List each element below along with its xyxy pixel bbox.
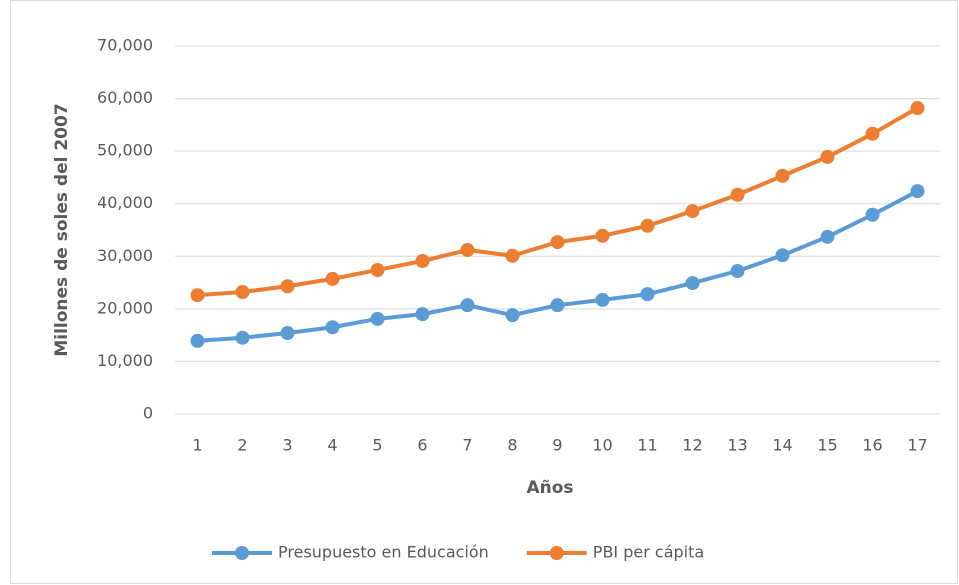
x-tick-label: 11 bbox=[637, 436, 657, 455]
legend-label: PBI per cápita bbox=[593, 543, 704, 562]
data-point bbox=[415, 254, 430, 269]
y-axis-title: Millones de soles del 2007 bbox=[52, 103, 72, 356]
x-tick-label: 7 bbox=[462, 436, 472, 455]
data-point bbox=[730, 264, 745, 279]
data-point bbox=[865, 126, 880, 141]
x-tick-label: 1 bbox=[192, 436, 202, 455]
data-point bbox=[775, 168, 790, 183]
y-tick-label: 0 bbox=[143, 404, 153, 423]
y-tick-label: 70,000 bbox=[97, 36, 153, 55]
y-tick-label: 30,000 bbox=[97, 246, 153, 265]
data-point bbox=[685, 204, 700, 219]
data-point bbox=[235, 330, 250, 345]
data-point bbox=[820, 229, 835, 244]
y-tick-label: 10,000 bbox=[97, 351, 153, 370]
data-point bbox=[370, 311, 385, 326]
x-tick-label: 3 bbox=[282, 436, 292, 455]
x-tick-label: 10 bbox=[592, 436, 612, 455]
x-tick-label: 5 bbox=[372, 436, 382, 455]
x-tick-label: 12 bbox=[682, 436, 702, 455]
data-point bbox=[280, 279, 295, 294]
data-point bbox=[775, 248, 790, 263]
data-point bbox=[820, 149, 835, 164]
data-point bbox=[910, 184, 925, 199]
legend-marker bbox=[549, 546, 564, 560]
x-tick-label: 15 bbox=[817, 436, 837, 455]
data-point bbox=[685, 276, 700, 291]
x-tick-label: 2 bbox=[237, 436, 247, 455]
data-point bbox=[235, 285, 250, 300]
x-axis-title: Años bbox=[526, 478, 573, 498]
data-point bbox=[505, 248, 520, 263]
data-point bbox=[190, 333, 205, 348]
data-point bbox=[415, 307, 430, 322]
data-point bbox=[460, 298, 475, 313]
y-tick-label: 50,000 bbox=[97, 141, 153, 160]
data-point bbox=[325, 271, 340, 286]
data-point bbox=[910, 101, 925, 116]
data-point bbox=[460, 242, 475, 257]
chart-frame bbox=[10, 0, 958, 584]
x-tick-label: 6 bbox=[417, 436, 427, 455]
data-point bbox=[370, 262, 385, 277]
data-point bbox=[280, 326, 295, 341]
data-point bbox=[190, 288, 205, 303]
x-tick-label: 9 bbox=[552, 436, 562, 455]
data-point bbox=[325, 320, 340, 335]
x-tick-label: 4 bbox=[327, 436, 337, 455]
data-point bbox=[595, 292, 610, 307]
x-tick-label: 13 bbox=[727, 436, 747, 455]
data-point bbox=[865, 207, 880, 222]
data-point bbox=[550, 235, 565, 250]
data-point bbox=[640, 287, 655, 302]
y-tick-label: 40,000 bbox=[97, 193, 153, 212]
legend-marker bbox=[235, 546, 249, 560]
data-point bbox=[550, 298, 565, 313]
legend-label: Presupuesto en Educación bbox=[278, 543, 489, 562]
x-tick-label: 8 bbox=[507, 436, 517, 455]
x-tick-label: 17 bbox=[907, 436, 927, 455]
y-tick-label: 20,000 bbox=[97, 298, 153, 317]
data-point bbox=[595, 228, 610, 243]
y-tick-label: 60,000 bbox=[97, 88, 153, 107]
x-tick-label: 16 bbox=[862, 436, 882, 455]
data-point bbox=[730, 187, 745, 202]
x-tick-label: 14 bbox=[772, 436, 792, 455]
data-point bbox=[640, 218, 655, 233]
data-point bbox=[505, 308, 520, 323]
